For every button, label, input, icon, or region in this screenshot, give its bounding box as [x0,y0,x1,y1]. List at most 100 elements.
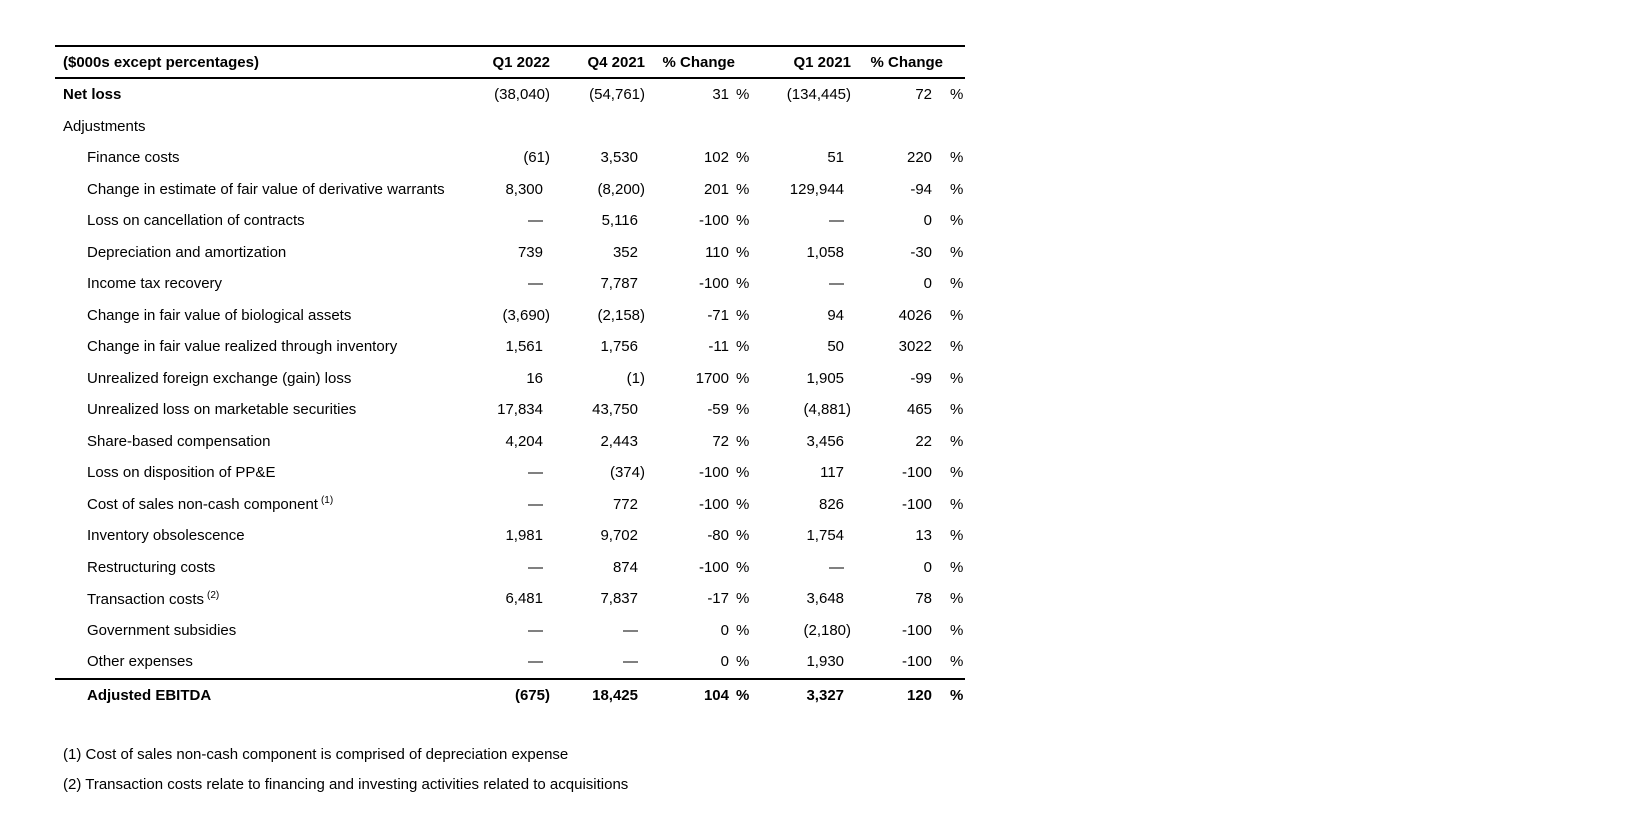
percent-sign: % [736,621,750,639]
cell-value: — [528,275,543,293]
cell-value: 352 [612,243,638,261]
cell-value: 772 [612,495,638,513]
cell-value: -100 [698,464,729,482]
percent-sign: % [950,243,964,261]
cell-value: -100 [698,495,729,513]
table-header-row: ($000s except percentages) Q1 2022 Q4 20… [55,45,966,79]
cell-value: 0 [720,621,729,639]
row-label: Change in fair value of biological asset… [87,306,352,324]
cell-value: -30 [910,243,933,261]
row-label: Government subsidies [87,621,237,639]
row-label: Inventory obsolescence [87,527,245,545]
cell-value: (54,761) [589,86,645,104]
cell-value: (374) [609,464,645,482]
percent-sign: % [950,212,964,230]
cell-value: 0 [720,653,729,671]
percent-sign: % [736,180,750,198]
row-label: Finance costs [87,149,180,167]
percent-sign: % [736,432,750,450]
row-label: Restructuring costs [87,558,216,576]
empty-cell [932,111,965,143]
cell-value: 3,456 [806,432,845,450]
row-label: Adjusted EBITDA [55,677,448,711]
cell-value: 4026 [898,306,933,324]
cell-value: 102 [703,149,729,167]
cell-value: 22 [915,432,933,450]
cell-value: 4,204 [505,432,543,450]
cell-value: 3,530 [600,149,638,167]
row-label: Income tax recovery [87,275,223,293]
row-adjusted-ebitda: Adjusted EBITDA (675) 18,425 104% 3,327 120% [55,677,966,711]
cell-value: 1,756 [600,338,638,356]
cell-value: (134,445) [786,86,852,104]
cell-value: — [528,464,543,482]
percent-sign: % [736,590,750,608]
footnotes: (1) Cost of sales non-cash component is … [63,740,628,800]
cell-value: -100 [901,495,933,513]
cell-value: 110 [705,243,729,261]
cell-value: 739 [517,243,543,261]
percent-sign: % [736,338,750,356]
row-net-loss: Net loss (38,040) (54,761) 31% (134,445) 72% [55,78,965,111]
row-inventory-obsolescence: Inventory obsolescence 1,981 9,702 -80% 1,75… [55,520,965,552]
cell-value: (38,040) [494,86,550,104]
cell-value: 0 [923,212,933,230]
row-foreign-exchange: Unrealized foreign exchange (gain) loss 1… [55,363,965,395]
cell-value: 72 [712,432,729,450]
cell-value: 120 [851,677,933,711]
cell-value: -99 [910,369,933,387]
percent-sign: % [736,369,750,387]
percent-sign: % [736,86,750,104]
row-marketable-securities: Unrealized loss on marketable securities… [55,394,965,426]
cell-value: 1,905 [806,369,845,387]
percent-sign: % [950,464,964,482]
percent-sign: % [950,338,964,356]
cell-value: 9,702 [600,527,638,545]
row-label: Change in estimate of fair value of deri… [87,180,445,198]
cell-value: (2,158) [597,306,645,324]
cell-value: -100 [698,212,729,230]
footnote-1: (1) Cost of sales non-cash component is … [63,746,569,763]
cell-value: 16 [526,369,543,387]
cell-value: 117 [820,464,845,482]
row-finance-costs: Finance costs (61) 3,530 102% 51 220% [55,142,965,174]
percent-sign: % [736,306,750,324]
cell-value: — [829,558,845,576]
percent-sign: % [950,432,964,450]
cell-value: 2,443 [600,432,638,450]
cell-value: 51 [827,149,845,167]
cell-value: -11 [708,338,729,356]
percent-sign: % [950,149,964,167]
cell-value: 5,116 [601,212,638,230]
adjusted-ebitda-reconciliation-table: ($000s except percentages) Q1 2022 Q4 20… [55,45,966,711]
percent-sign: % [950,86,964,104]
cell-value: (4,881) [803,401,852,419]
cell-value: (675) [448,677,550,711]
cell-value: 201 [703,180,729,198]
percent-sign: % [736,464,750,482]
row-label: Cost of sales non-cash component (1) [87,495,334,514]
cell-value: 31 [712,86,729,104]
row-income-tax-recovery: Income tax recovery — 7,787 -100% — 0% [55,268,965,300]
cell-value: 7,837 [600,590,638,608]
cell-value: 72 [915,86,933,104]
row-label: Unrealized loss on marketable securities [87,401,357,419]
header-q1-2021: Q1 2021 [749,45,852,79]
cell-value: 1,561 [505,338,543,356]
header-q4-2021: Q4 2021 [550,45,645,79]
cell-value: 7,787 [600,275,638,293]
row-loss-cancellation-contracts: Loss on cancellation of contracts — 5,116 -… [55,205,965,237]
header-pct-change-1: % Change [645,45,750,79]
cell-value: -100 [698,558,729,576]
row-label: Other expenses [87,653,193,671]
cell-value: — [528,558,543,576]
cell-value: (8,200) [597,180,645,198]
cell-value: — [829,275,845,293]
empty-cell [749,111,851,143]
row-other-expenses: Other expenses — — 0% 1,930 -100% [55,646,965,679]
percent-sign: % [950,275,964,293]
table-body: Net loss (38,040) (54,761) 31% (134,445) 72% A… [55,78,966,711]
cell-value: 8,300 [505,180,543,198]
percent-sign: % [736,527,750,545]
